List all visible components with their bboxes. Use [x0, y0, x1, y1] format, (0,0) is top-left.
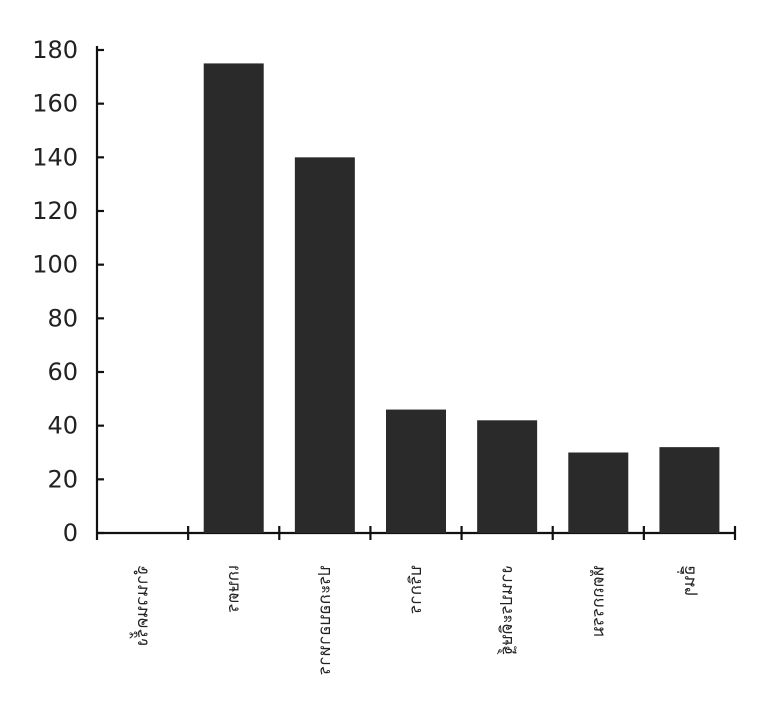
y-tick-label: 60: [47, 358, 78, 386]
bar: [386, 409, 446, 533]
y-tick-label: 80: [47, 304, 78, 332]
bar: [568, 452, 629, 533]
y-tick-label: 100: [32, 251, 78, 279]
y-axis: 0 20 40 60 80 100 120 140 160 180: [32, 36, 104, 547]
category-label: บริการ: [406, 565, 426, 614]
y-tick-label: 140: [32, 143, 78, 171]
category-label: หัตถกรรม: [588, 565, 608, 637]
category-label: อื่นๆ: [676, 565, 699, 596]
bar: [659, 447, 720, 533]
y-tick-label: 180: [32, 36, 78, 64]
y-tick-label: 160: [32, 90, 78, 118]
bar: [294, 157, 355, 534]
category-label: ประกอบอาหาร: [315, 565, 335, 675]
y-tick-label: 40: [47, 412, 78, 440]
category-label: จำนวนครั้ง: [130, 565, 153, 646]
bars: [203, 63, 720, 534]
y-tick-label: 0: [63, 519, 78, 547]
category-labels: จำนวนครั้ง เกษตร ประกอบอาหาร บริการ งานประดิ…: [130, 565, 700, 675]
bar: [203, 63, 264, 534]
category-label: เกษตร: [224, 565, 244, 612]
y-tick-label: 20: [47, 465, 78, 493]
category-label: งานประดิษฐ์: [497, 565, 517, 655]
y-tick-label: 120: [32, 197, 78, 225]
bar: [477, 420, 538, 533]
